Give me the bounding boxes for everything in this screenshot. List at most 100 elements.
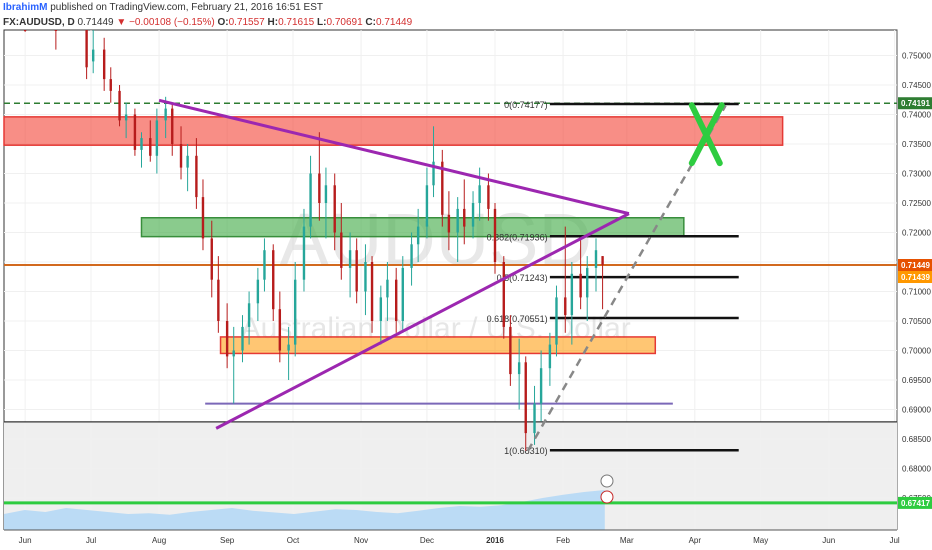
ohlc-legend: FX:AUDUSD, D 0.71449 ▼ −0.00108 (−0.15%)…	[3, 17, 412, 28]
candle-body	[217, 279, 220, 321]
down-triangle-icon: ▼	[116, 17, 127, 28]
price-tick-label: 0.72000	[902, 229, 931, 238]
candle-body	[370, 262, 374, 321]
author-name[interactable]: IbrahimM	[3, 2, 48, 13]
price-tick-label: 0.68500	[902, 435, 931, 444]
price-tick-label: 0.73500	[902, 140, 931, 149]
candle-body	[140, 138, 143, 150]
candle-body	[225, 321, 229, 357]
candle-body	[23, 30, 27, 31]
candle-body	[124, 114, 128, 121]
time-tick-label: Jul	[86, 536, 96, 545]
candle-body	[85, 30, 88, 68]
candle-body	[133, 114, 137, 150]
candle-body	[447, 214, 451, 233]
trendline-upper	[158, 98, 630, 216]
publish-info: IbrahimM published on TradingView.com, F…	[3, 2, 323, 13]
price-badge	[898, 271, 932, 284]
candle-body	[241, 326, 244, 351]
candle-body	[594, 250, 598, 268]
candle-body	[348, 250, 352, 268]
candle-body	[493, 208, 497, 262]
candle-body	[517, 362, 521, 375]
candle-body	[533, 403, 536, 434]
price-badge-label: 0.67417	[901, 499, 930, 508]
candle-body	[149, 138, 152, 156]
time-tick-label: Jul	[889, 536, 899, 545]
candle-body	[379, 297, 383, 321]
time-tick-label: Mar	[620, 536, 634, 545]
time-axis	[0, 530, 932, 550]
time-tick-label: Oct	[287, 536, 300, 545]
volume-area	[4, 490, 605, 530]
time-tick-label: Feb	[556, 536, 570, 545]
price-tick-label: 0.74000	[902, 111, 931, 120]
event-marker-icon	[600, 474, 614, 488]
candle-body	[478, 185, 481, 203]
symbol-label[interactable]: FX:AUDUSD, D	[3, 17, 75, 28]
trendline-projection	[526, 105, 727, 452]
time-tick-label: Dec	[420, 536, 434, 545]
candle-body	[555, 297, 558, 345]
candle-body	[155, 120, 159, 156]
price-tick-label: 0.74500	[902, 81, 931, 90]
candle-body	[456, 208, 459, 233]
candle-body	[524, 362, 527, 434]
price-badge-label: 0.71439	[901, 273, 930, 282]
candle-body	[54, 30, 58, 31]
candle-body	[570, 273, 574, 316]
fib-label: 0.618(0.70551)	[487, 314, 548, 324]
event-marker-icon	[600, 490, 614, 504]
high-value: 0.71615	[278, 17, 315, 28]
zone-resistance	[3, 116, 784, 146]
trendline-lower	[215, 212, 630, 430]
candle-body	[340, 232, 343, 268]
price-tick-label: 0.68000	[902, 465, 931, 474]
candle-body	[272, 250, 275, 310]
candle-body	[410, 244, 413, 268]
time-tick-label: Apr	[689, 536, 702, 545]
candle-body	[441, 161, 444, 215]
candle-body	[579, 273, 582, 298]
candle-body	[164, 108, 167, 121]
fib-label: 1(0.68310)	[504, 446, 548, 456]
candle-body	[302, 226, 306, 280]
candle-body	[487, 185, 490, 209]
candle-body	[394, 279, 398, 321]
price-tick-label: 0.73000	[902, 170, 931, 179]
candle-body	[324, 185, 328, 203]
candle-body	[186, 155, 189, 168]
candle-body	[355, 250, 358, 292]
candle-body	[509, 326, 512, 375]
candle-body	[195, 155, 198, 198]
watermark-symbol: AUDUSD	[279, 198, 591, 281]
candle-body	[333, 185, 336, 233]
candle-body	[502, 262, 505, 327]
candle-body	[256, 279, 260, 304]
time-tick-label: Nov	[354, 536, 368, 545]
candle-body	[416, 226, 420, 245]
candle-body	[102, 49, 106, 80]
candle-body	[471, 203, 475, 227]
candle-body	[401, 267, 404, 321]
candle-body	[364, 262, 367, 292]
candle-body	[278, 309, 282, 351]
price-badge	[898, 259, 932, 272]
price-tick-label: 0.71000	[902, 288, 931, 297]
price-tick-label: 0.72500	[902, 199, 931, 208]
price-badge	[898, 496, 932, 509]
fib-label: 0(0.74177)	[504, 100, 548, 110]
candle-body	[548, 344, 552, 369]
candle-body	[232, 350, 235, 357]
time-tick-label: 2016	[486, 536, 504, 545]
price-badge	[898, 97, 932, 110]
candle-body	[539, 368, 543, 404]
candle-body	[118, 90, 121, 121]
candle-body	[171, 108, 174, 144]
candle-body	[263, 250, 266, 280]
time-tick-label: Aug	[152, 536, 166, 545]
fib-label: 0.382(0.71936)	[487, 232, 548, 242]
time-tick-label: May	[753, 536, 768, 545]
time-tick-label: Jun	[822, 536, 835, 545]
